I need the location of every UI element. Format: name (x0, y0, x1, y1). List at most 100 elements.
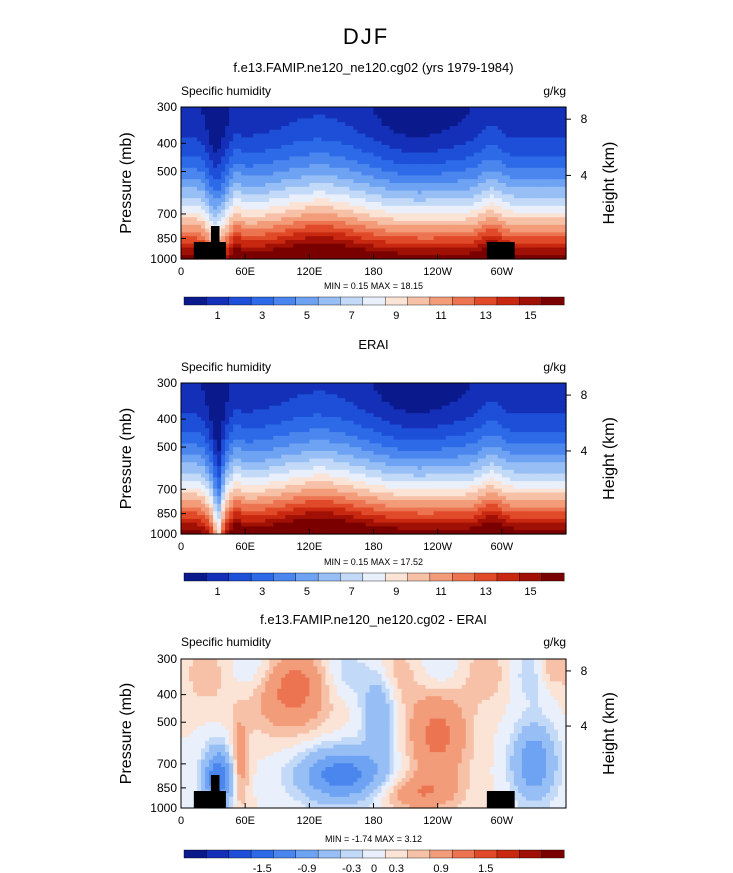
heatmap-cell (381, 232, 387, 237)
heatmap-cell (445, 217, 451, 222)
heatmap-cell (193, 171, 198, 176)
heatmap-cell (289, 401, 294, 407)
heatmap-cell (473, 405, 479, 411)
heatmap-cell (297, 240, 302, 245)
heatmap-cell (305, 247, 310, 252)
heatmap-cell (197, 148, 202, 154)
heatmap-cell (209, 160, 214, 165)
heatmap-cell (277, 126, 282, 131)
heatmap-cell (501, 171, 507, 176)
heatmap-cell (353, 129, 359, 135)
heatmap-cell (521, 383, 527, 388)
heatmap-cell (345, 110, 351, 116)
heatmap-cell (245, 247, 250, 252)
heatmap-cell (217, 186, 222, 192)
heatmap-cell (489, 152, 495, 157)
heatmap-cell (477, 160, 483, 165)
heatmap-cell (205, 179, 210, 184)
heatmap-cell (533, 202, 539, 207)
heatmap-cell (429, 122, 435, 127)
heatmap-cell (453, 209, 459, 214)
heatmap-cell (461, 217, 467, 222)
heatmap-cell (509, 228, 515, 233)
heatmap-cell (505, 420, 511, 426)
heatmap-cell (441, 122, 447, 127)
heatmap-cell (533, 183, 539, 188)
heatmap-cell (393, 179, 399, 184)
heatmap-cell (549, 122, 555, 127)
heatmap-cell (253, 224, 258, 230)
heatmap-cell (253, 209, 258, 214)
heatmap-cell (429, 413, 435, 418)
heatmap-cell (357, 122, 363, 127)
heatmap-cell (269, 126, 274, 131)
heatmap-cell (213, 190, 218, 195)
heatmap-cell (529, 236, 535, 241)
heatmap-cell (261, 255, 266, 260)
heatmap-cell (501, 133, 507, 138)
heatmap-cell (353, 251, 359, 256)
x-tick-label: 60E (235, 266, 255, 278)
heatmap-cell (421, 110, 427, 116)
heatmap-cell (441, 217, 447, 222)
heatmap-cell (409, 145, 415, 150)
heatmap-cell (237, 152, 242, 157)
heatmap-cell (393, 409, 399, 414)
heatmap-cell (473, 409, 479, 414)
heatmap-cell (261, 232, 266, 237)
heatmap-cell (317, 167, 322, 173)
heatmap-cell (197, 224, 202, 230)
heatmap-cell (201, 202, 206, 207)
heatmap-cell (189, 240, 194, 245)
heatmap-cell (233, 190, 238, 195)
heatmap-cell (449, 394, 455, 399)
heatmap-cell (225, 236, 230, 241)
heatmap-cell (245, 160, 250, 165)
heatmap-cell (333, 160, 339, 165)
heatmap-cell (257, 133, 262, 138)
heatmap-cell (281, 221, 286, 226)
heatmap-cell (389, 156, 395, 161)
heatmap-cell (253, 107, 258, 112)
heatmap-cell (397, 398, 403, 403)
heatmap-cell (373, 390, 379, 395)
heatmap-cell (357, 209, 363, 214)
heatmap-cell (225, 221, 230, 226)
heatmap-cell (537, 401, 543, 407)
heatmap-cell (181, 398, 186, 403)
heatmap-cell (361, 145, 367, 150)
heatmap-cell (229, 110, 234, 116)
heatmap-cell (269, 152, 274, 157)
heatmap-cell (253, 386, 258, 392)
heatmap-cell (465, 232, 471, 237)
heatmap-cell (361, 190, 367, 195)
heatmap-cell (389, 160, 395, 165)
heatmap-cell (217, 145, 222, 150)
heatmap-cell (381, 194, 387, 199)
heatmap-cell (485, 236, 491, 241)
heatmap-cell (365, 171, 371, 176)
heatmap-cell (329, 413, 334, 418)
heatmap-cell (469, 202, 475, 207)
heatmap-cell (557, 240, 563, 245)
heatmap-cell (429, 129, 435, 135)
heatmap-cell (285, 126, 290, 131)
heatmap-cell (197, 175, 202, 180)
heatmap-cell (253, 148, 258, 154)
heatmap-cell (217, 424, 222, 429)
heatmap-cell (317, 209, 322, 214)
heatmap-cell (409, 160, 415, 165)
heatmap-cell (325, 401, 330, 407)
heatmap-cell (437, 243, 443, 249)
heatmap-cell (413, 232, 419, 237)
heatmap-cell (385, 386, 391, 392)
heatmap-cell (505, 110, 511, 116)
heatmap-cell (417, 205, 423, 211)
heatmap-cell (245, 251, 250, 256)
heatmap-cell (477, 383, 483, 388)
heatmap-cell (557, 383, 563, 388)
heatmap-cell (341, 236, 347, 241)
heatmap-cell (361, 137, 367, 142)
heatmap-cell (453, 413, 459, 418)
heatmap-cell (457, 247, 463, 252)
